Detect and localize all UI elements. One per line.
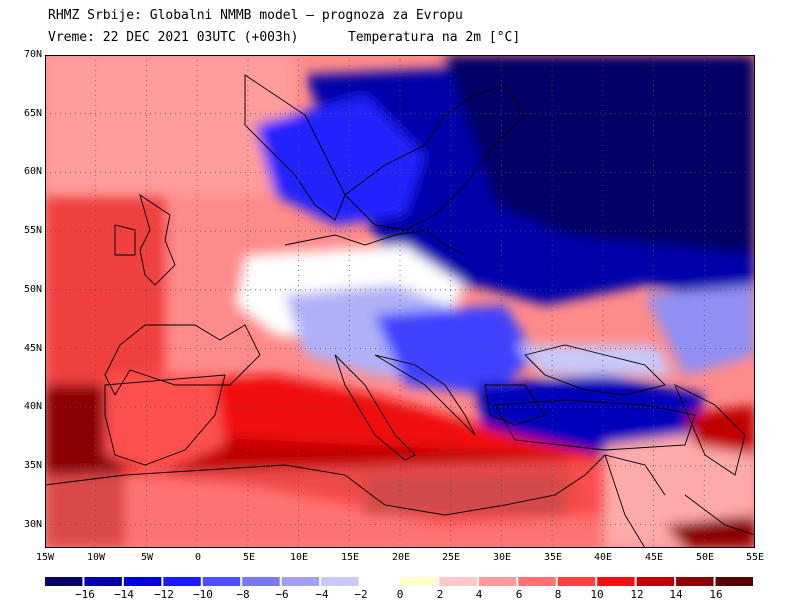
colorbar-label: 6 <box>515 588 523 601</box>
lat-label-65n: 65N <box>23 108 42 119</box>
colorbar-swatch <box>281 577 320 586</box>
temperature-field <box>45 55 755 548</box>
colorbar-label: 2 <box>436 588 444 601</box>
colorbar-swatch <box>163 577 201 586</box>
colorbar-label: 14 <box>669 588 683 601</box>
lon-label-20e: 20E <box>391 552 411 563</box>
colorbar-swatch <box>636 577 675 586</box>
map-title: RHMZ Srbije: Globalni NMMB model — progn… <box>48 8 463 23</box>
lon-label-50e: 50E <box>695 552 715 563</box>
colorbar-swatch <box>45 577 83 586</box>
lon-label-0: 0 <box>194 552 202 563</box>
lat-label-50n: 50N <box>23 284 42 295</box>
lat-label-70n: 70N <box>23 49 42 60</box>
lon-label-5w: 5W <box>140 552 154 563</box>
lon-label-35e: 35E <box>543 552 563 563</box>
colorbar-label: −4 <box>315 588 329 601</box>
colorbar-swatch <box>400 577 438 586</box>
colorbar-label: 0 <box>396 588 404 601</box>
colorbar-swatch <box>123 577 162 586</box>
map-frame <box>45 55 755 548</box>
colorbar-swatch <box>478 577 517 586</box>
lon-label-45e: 45E <box>644 552 664 563</box>
colorbar-swatch <box>597 577 635 586</box>
graticule <box>45 55 755 548</box>
colorbar-label: 16 <box>709 588 723 601</box>
temperature-map <box>45 55 755 548</box>
lon-label-15e: 15E <box>340 552 360 563</box>
colorbar-label: −14 <box>114 588 134 601</box>
colorbar-swatch <box>360 577 398 586</box>
colorbar-label: 12 <box>630 588 644 601</box>
lon-label-30e: 30E <box>492 552 512 563</box>
colorbar-swatch <box>557 577 596 586</box>
lat-label-40n: 40N <box>23 401 42 412</box>
colorbar-swatch <box>242 577 280 586</box>
colorbar-label: −16 <box>75 588 95 601</box>
colorbar-label: 4 <box>475 588 483 601</box>
colorbar-swatch <box>439 577 477 586</box>
lat-label-35n: 35N <box>23 460 42 471</box>
colorbar-label: −2 <box>354 588 368 601</box>
forecast-time: Vreme: 22 DEC 2021 03UTC (+003h) Temperat… <box>48 30 520 45</box>
lon-label-25e: 25E <box>441 552 461 563</box>
colorbar-label: −10 <box>193 588 213 601</box>
lat-label-55n: 55N <box>23 225 42 236</box>
colorbar-label: −12 <box>154 588 174 601</box>
colorbar-swatch <box>84 577 122 586</box>
colorbar-label: 8 <box>554 588 562 601</box>
lon-label-55e: 55E <box>745 552 765 563</box>
colorbar-label: 10 <box>590 588 604 601</box>
lat-label-60n: 60N <box>23 166 42 177</box>
lon-label-10w: 10W <box>86 552 106 563</box>
lat-label-45n: 45N <box>23 343 42 354</box>
lon-label-10e: 10E <box>289 552 309 563</box>
colorbar <box>45 577 753 586</box>
colorbar-label: −6 <box>275 588 289 601</box>
lon-label-15w: 15W <box>35 552 55 563</box>
lon-label-40e: 40E <box>593 552 613 563</box>
colorbar-swatch <box>321 577 359 586</box>
colorbar-swatch <box>715 577 753 586</box>
colorbar-swatch <box>676 577 714 586</box>
colorbar-swatch <box>202 577 241 586</box>
lon-label-5e: 5E <box>242 552 256 563</box>
lat-label-30n: 30N <box>23 519 42 530</box>
valid-time-label: Vreme: 22 DEC 2021 03UTC (+003h) <box>48 30 299 45</box>
colorbar-label: −8 <box>236 588 250 601</box>
colorbar-swatch <box>518 577 556 586</box>
variable-label: Temperatura na 2m [°C] <box>348 30 521 45</box>
